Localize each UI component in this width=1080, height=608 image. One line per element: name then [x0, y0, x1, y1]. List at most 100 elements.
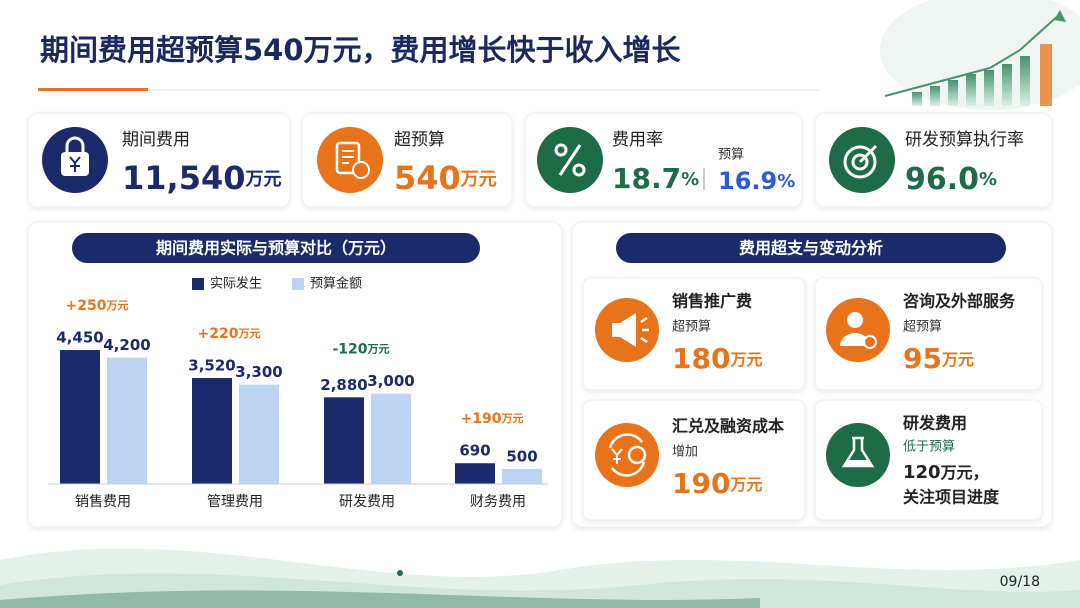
card-sub: 超预算: [672, 320, 711, 335]
card-number: 120: [903, 462, 941, 483]
kpi-label: 期间费用: [122, 130, 190, 150]
title: 期间费用超预算540万元，费用增长快于收入增长: [40, 33, 682, 67]
icon-flask: [826, 423, 890, 487]
legend-swatch: [192, 278, 204, 290]
kpi-number: 18.7: [612, 162, 681, 195]
bar: [239, 384, 279, 484]
value-label: 4,450: [56, 329, 103, 347]
annotation: +250万元: [66, 298, 129, 314]
decoration-waves: [0, 548, 1080, 608]
annotation: +220万元: [198, 326, 261, 342]
icon-target: [829, 127, 895, 193]
chart-title-pill: [72, 233, 480, 263]
kpi-label: 研发预算执行率: [905, 130, 1024, 150]
annotation-number: +250: [66, 298, 107, 314]
value-label: 3,300: [235, 363, 282, 381]
kpi-number: 16.9: [718, 167, 777, 195]
x-tick-label: 财务费用: [470, 494, 526, 510]
annotation-unit: 万元: [105, 299, 128, 312]
card-sub: 超预算: [903, 320, 942, 335]
bar: [107, 357, 147, 484]
card-value: 190万元: [672, 467, 762, 500]
chart-title: 期间费用实际与预算对比（万元）: [156, 239, 396, 258]
value-label: 2,880: [320, 376, 367, 394]
card-value: 95万元: [903, 342, 974, 375]
kpi-number: 11,540: [122, 159, 245, 197]
bar: [324, 397, 364, 484]
kpi-unit: 万元: [244, 169, 281, 190]
value-label: 3,000: [367, 372, 414, 390]
kpi-label: 超预算: [394, 130, 445, 150]
value-label: 4,200: [103, 336, 150, 354]
kpi-number: 96.0: [905, 162, 979, 197]
card-value: 180万元: [672, 342, 762, 375]
annotation-number: +220: [198, 326, 239, 342]
annotation: +190万元: [461, 411, 524, 427]
card-unit: 万元: [941, 350, 974, 369]
kpi-value: 11,540万元: [122, 159, 281, 197]
icon-consultant: [826, 298, 890, 362]
card-sub: 增加: [672, 445, 698, 460]
kpi-value: 540万元: [394, 159, 497, 197]
card-number: 180: [672, 342, 730, 375]
decoration-growth: [880, 0, 1080, 110]
kpi-budget-value: 16.9%: [718, 167, 795, 195]
kpi-unit: %: [681, 169, 699, 190]
annotation-unit: 万元: [500, 412, 523, 425]
kpi-unit: 万元: [460, 169, 497, 190]
annotation-number: -120: [332, 342, 367, 358]
value-label: 3,520: [188, 357, 235, 375]
kpi-budget-label: 预算: [718, 148, 744, 163]
card-unit: 万元: [729, 475, 762, 494]
bar: [60, 350, 100, 484]
card-name: 汇兑及融资成本: [672, 417, 784, 436]
bar: [192, 378, 232, 484]
value-label: 690: [459, 442, 490, 460]
card-unit: 万元，: [940, 463, 989, 482]
page-number: 09/18: [1000, 574, 1040, 590]
card-value: 120万元，: [903, 462, 989, 483]
x-tick-label: 研发费用: [339, 494, 395, 510]
legend-label: 实际发生: [210, 276, 262, 292]
bar: [502, 468, 542, 484]
legend-swatch: [292, 278, 304, 290]
icon-exchange: [595, 423, 659, 487]
analysis-title: 费用超支与变动分析: [739, 239, 883, 258]
kpi-value: 18.7%: [612, 162, 699, 195]
card-note: 关注项目进度: [903, 488, 1000, 507]
kpi-cards: 期间费用 11,540万元 超预算 540万元 费用率 18.7% 预算 16.…: [27, 112, 1053, 208]
card-name: 咨询及外部服务: [903, 292, 1016, 311]
card-number: 95: [903, 342, 942, 375]
annotation: -120万元: [332, 342, 389, 358]
value-label: 500: [506, 447, 537, 465]
annotation-unit: 万元: [367, 343, 390, 356]
annotation-unit: 万元: [237, 327, 260, 340]
card-name: 研发费用: [903, 414, 967, 433]
kpi-number: 540: [394, 159, 461, 197]
legend-label: 预算金额: [310, 276, 362, 292]
bar: [371, 393, 411, 484]
kpi-card: [524, 112, 803, 208]
card-sub: 低于预算: [903, 440, 955, 455]
title-accent: [38, 88, 148, 91]
analysis-title-pill: [616, 233, 1006, 263]
kpi-label: 费用率: [612, 130, 663, 150]
icon-megaphone: [595, 298, 659, 362]
bar: [455, 463, 495, 484]
kpi-unit: %: [777, 171, 795, 192]
card-unit: 万元: [729, 350, 762, 369]
card-name: 销售推广费: [672, 292, 752, 311]
icon-percent: [537, 127, 603, 193]
icon-document: [317, 127, 383, 193]
chart-panel: [27, 221, 563, 528]
card-number: 190: [672, 467, 730, 500]
annotation-number: +190: [461, 411, 502, 427]
icon-bag: [42, 127, 108, 193]
kpi-unit: %: [979, 169, 997, 190]
x-tick-label: 管理费用: [207, 494, 263, 510]
x-tick-label: 销售费用: [75, 494, 131, 510]
kpi-value: 96.0%: [905, 162, 997, 197]
